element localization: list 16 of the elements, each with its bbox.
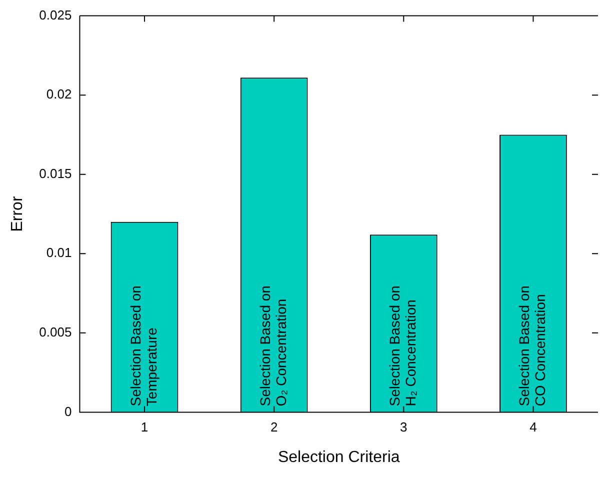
y-tick-label: 0.015 — [39, 166, 72, 181]
x-tick-label: 4 — [530, 420, 537, 435]
x-tick-label: 1 — [140, 420, 148, 435]
y-axis-title: Error — [9, 196, 26, 232]
annotation: Selection Based on CO Concentration — [516, 286, 548, 406]
annotation: Selection Based on Temperature — [127, 286, 160, 406]
x-axis-title: Selection Criteria — [278, 448, 400, 466]
y-tick-label: 0 — [64, 404, 72, 419]
y-tick-label: 0.025 — [39, 7, 72, 22]
annotation: Selection Based on O₂ Concentration — [256, 286, 289, 406]
y-tick-label: 0.01 — [46, 245, 72, 260]
y-tick-label: 0.02 — [46, 86, 72, 102]
x-tick-label: 3 — [400, 420, 408, 435]
y-tick-label: 0.005 — [39, 324, 72, 340]
annotation: Selection Based on H₂ Concentration — [386, 286, 419, 406]
x-tick-label: 2 — [270, 420, 278, 435]
